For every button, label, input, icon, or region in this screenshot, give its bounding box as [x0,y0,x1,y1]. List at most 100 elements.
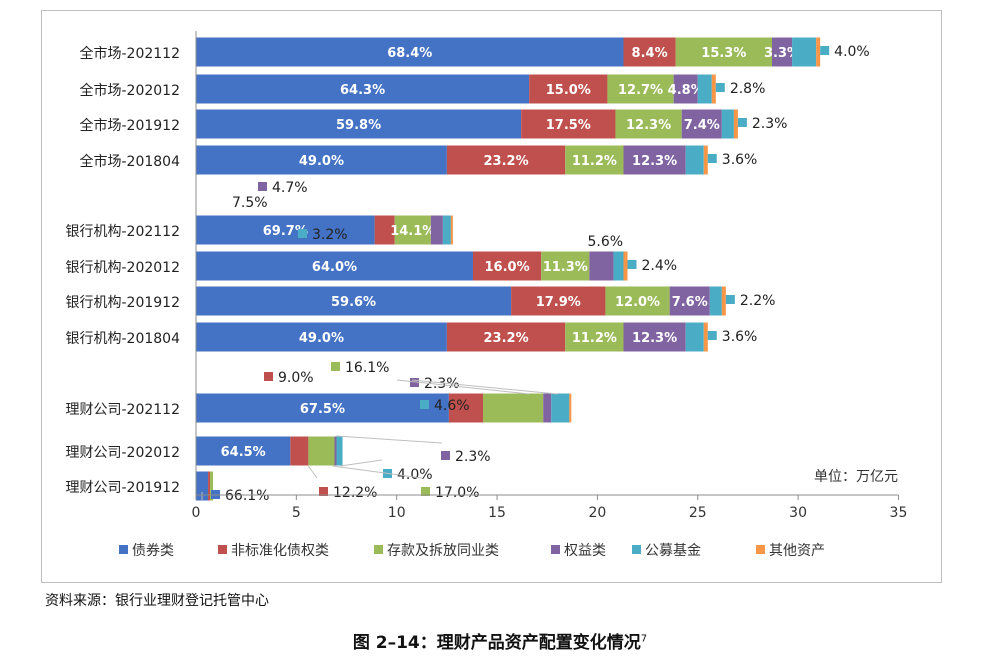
bar-segment [196,109,522,139]
x-tick-label: 0 [192,505,201,521]
bar-segment [605,286,670,316]
callout-label: 4.6% [434,398,470,414]
data-label: 12.7% [618,83,663,98]
callout-label: 4.7% [272,180,308,196]
bar-segment [521,109,616,139]
bar-segment [569,393,572,423]
data-label: 49.0% [299,331,344,346]
bar-segment [374,215,395,245]
bar-segment [709,286,722,316]
data-label: 12.3% [632,154,677,169]
x-tick-label: 30 [789,505,807,521]
bar-segment [196,322,447,352]
bar-segment [308,436,335,466]
data-label: 17.5% [546,118,591,133]
callout-label: 3.6% [722,329,758,345]
bar-segment [565,322,624,352]
callout-marker [707,331,717,340]
callout-label: 2.3% [752,116,788,132]
callout-label: 7.5% [232,195,268,211]
callout-marker [421,487,430,496]
data-label: 69.7% [263,224,308,239]
legend-swatch [374,545,383,554]
bar-segment [607,74,674,104]
legend-label: 权益类 [564,543,606,559]
bar-segment [196,215,375,245]
callout-marker [258,182,267,191]
callout-label: 12.2% [333,485,377,501]
data-label: 15.3% [701,46,746,61]
category-label: 银行机构-202012 [66,260,181,276]
legend-label: 非标准化债权类 [231,543,329,559]
callout-marker [737,118,747,127]
category-label: 银行机构-201804 [66,331,181,347]
callout-label: 66.1% [225,488,269,504]
bar-segment [623,322,686,352]
bar-segment [675,37,773,67]
bar-segment [529,74,608,104]
callout-label: 4.0% [834,44,870,60]
data-label: 7.6% [672,295,708,310]
data-label: 7.4% [684,118,720,133]
bar-segment [196,286,512,316]
data-label: 12.3% [632,331,677,346]
x-tick-label: 5 [292,505,301,521]
category-label: 理财公司-202012 [66,445,181,461]
leader-line [336,435,443,444]
legend-swatch [551,545,560,554]
bar-segment [442,215,451,245]
bar-segment [733,109,738,139]
bar-segment [483,393,544,423]
x-tick-label: 10 [388,505,406,521]
bar-segment [623,145,686,175]
bar-segment [615,109,682,139]
callout-label: 2.8% [730,81,766,97]
bar-segment [681,109,722,139]
callout-label: 3.6% [722,152,758,168]
bar-segment [623,37,676,67]
bar-segment [623,251,628,281]
x-tick-label: 15 [488,505,506,521]
callout-marker [410,378,419,387]
bar-segment [290,436,309,466]
callout-marker [725,295,735,304]
category-label: 银行机构-201912 [66,295,181,311]
leader-line [411,379,558,395]
bar-segment [196,393,449,423]
bar-segment [336,436,343,466]
stacked-bar-chart: 全市场-202112 68.4% 8.4% 15.3% 3.3% 4.0% 全市场-2020… [66,31,907,559]
bar-segment [196,251,473,281]
callout-marker [715,83,725,92]
callout-label: 2.4% [642,258,678,274]
data-label: 59.6% [331,295,376,310]
data-label: 67.5% [300,402,345,417]
callout-marker [298,229,307,238]
bar-segment [685,145,704,175]
data-label: 23.2% [484,154,529,169]
bar-segment [589,251,614,281]
data-label: 11.2% [572,154,617,169]
bar-segment [669,286,710,316]
unit-label: 单位：万亿元 [814,469,898,485]
legend-swatch [756,545,765,554]
bar-segment [196,37,624,67]
data-label: 59.8% [336,118,381,133]
bar-segment [472,251,542,281]
leader-line [340,459,383,467]
callout-marker [319,487,328,496]
category-label: 全市场-201804 [80,153,181,170]
bar-segment [448,393,484,423]
data-label: 12.0% [615,295,660,310]
data-label: 12.3% [626,118,671,133]
legend-label: 公募基金 [645,542,701,559]
callout-label: 3.2% [312,227,348,243]
data-label: 4.8% [668,83,704,98]
category-label: 全市场-202012 [80,82,181,99]
leader-line [307,465,318,479]
category-label: 理财公司-201912 [66,480,181,496]
category-label: 全市场-202112 [80,45,181,62]
legend-label: 其他资产 [769,543,825,559]
bar-segment [816,37,821,67]
figure-caption: 图 2–14：理财产品资产配置变化情况7 [0,628,1000,653]
data-label: 64.0% [312,260,357,275]
